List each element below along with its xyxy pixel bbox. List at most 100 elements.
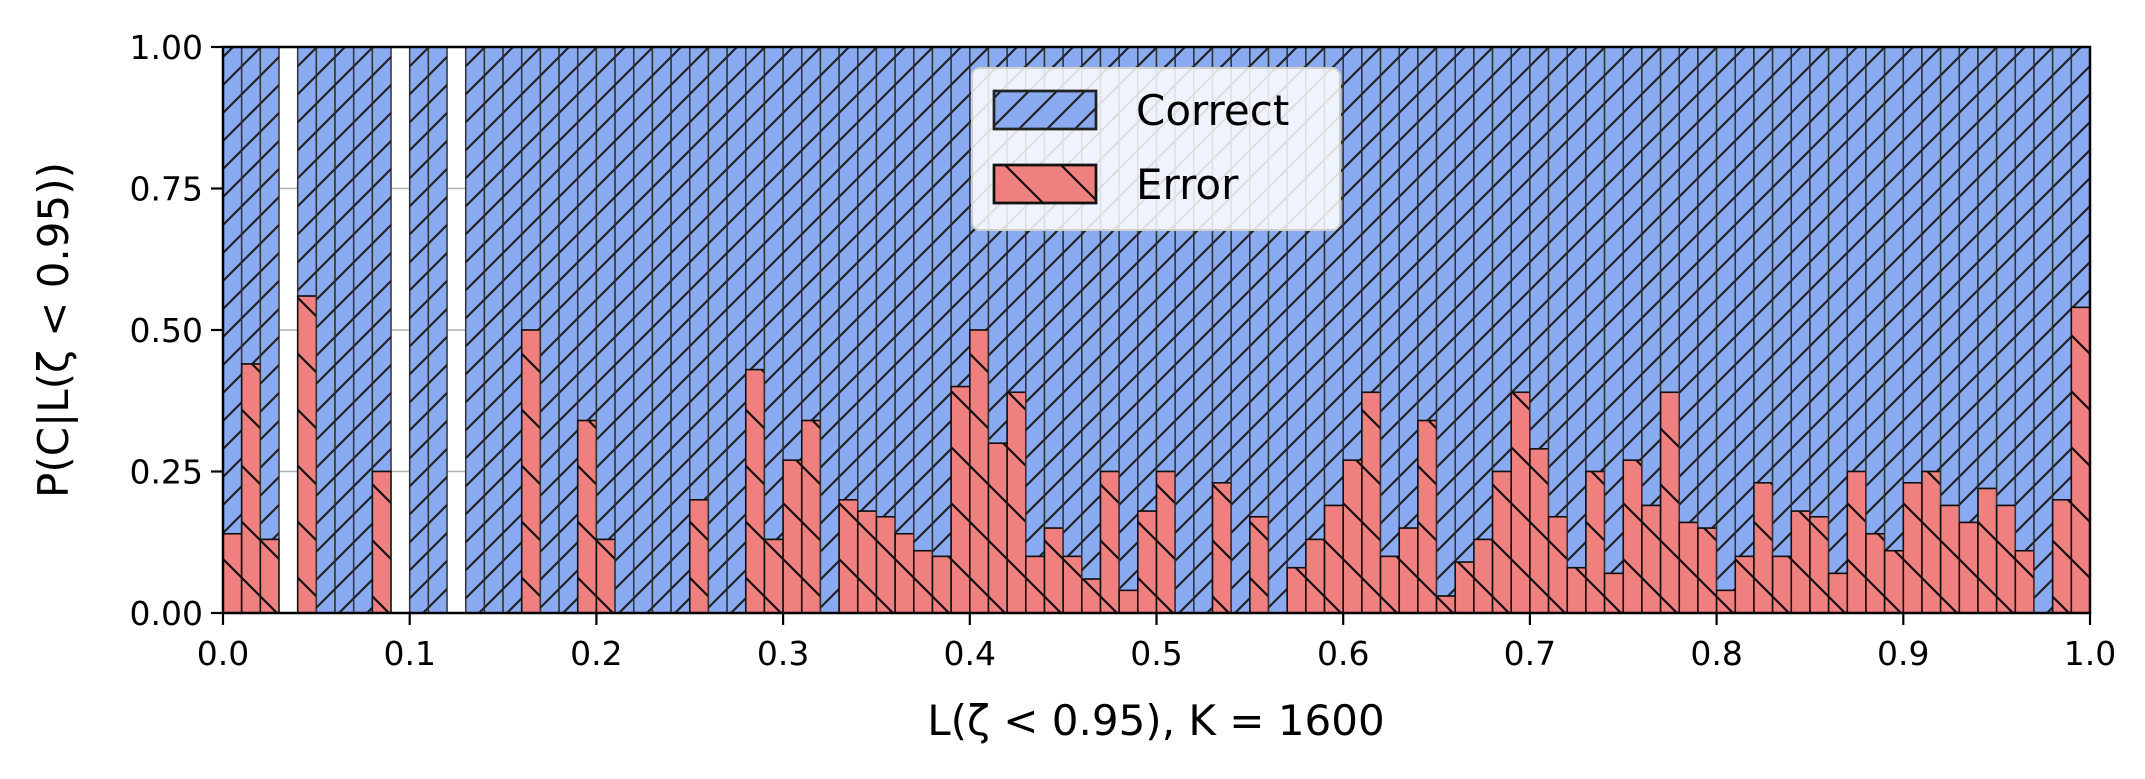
bar-error-hatch-72	[1567, 567, 1586, 613]
x-tick-label-6: 0.6	[1317, 634, 1369, 673]
bar-error-hatch-35	[876, 516, 896, 613]
bar-correct-hatch-22	[633, 47, 653, 613]
bar-correct-hatch-82	[1753, 47, 1773, 483]
bar-correct-hatch-70	[1529, 47, 1549, 449]
bar-correct-hatch-69	[1511, 47, 1530, 393]
bar-correct-hatch-37	[913, 47, 933, 551]
bar-correct-hatch-65	[1436, 47, 1456, 597]
bar-error-hatch-84	[1791, 511, 1810, 613]
bar-correct-hatch-21	[615, 47, 634, 613]
x-tick-label-8: 0.8	[1690, 634, 1742, 673]
bar-error-hatch-80	[1716, 590, 1736, 613]
bar-correct-hatch-89	[1884, 47, 1904, 551]
bar-correct-hatch-84	[1791, 47, 1810, 512]
bar-correct-hatch-92	[1940, 47, 1960, 506]
bar-correct-hatch-8	[372, 47, 392, 472]
bar-error-hatch-74	[1604, 573, 1624, 613]
x-tick-label-2: 0.2	[570, 634, 622, 673]
y-axis-label: P(C|L(ζ < 0.95))	[29, 162, 78, 498]
bar-correct-hatch-67	[1473, 47, 1493, 540]
bar-correct-hatch-33	[839, 47, 858, 500]
bar-error-hatch-8	[372, 471, 392, 613]
x-tick-label-5: 0.5	[1130, 634, 1182, 673]
x-axis-label: L(ζ < 0.95), K = 1600	[927, 696, 1384, 745]
bar-error-hatch-55	[1249, 516, 1269, 613]
bar-correct-hatch-36	[895, 47, 914, 534]
bar-error-hatch-59	[1324, 505, 1344, 613]
bar-correct-hatch-81	[1735, 47, 1754, 557]
bar-error-hatch-31	[801, 420, 821, 613]
bar-correct-hatch-4	[297, 47, 317, 297]
bar-error-hatch-48	[1119, 590, 1138, 613]
bar-correct-hatch-83	[1772, 47, 1792, 557]
bar-correct-hatch-79	[1697, 47, 1717, 529]
y-tick-label-4: 1.00	[130, 28, 203, 67]
bar-error-hatch-42	[1007, 392, 1026, 613]
bar-correct-hatch-74	[1604, 47, 1624, 574]
bar-error-hatch-2	[260, 539, 280, 613]
bar-error-hatch-91	[1921, 471, 1941, 613]
bar-correct-hatch-76	[1641, 47, 1661, 506]
bar-correct-hatch-15	[503, 47, 522, 613]
bar-error-hatch-19	[577, 420, 597, 613]
bar-correct-hatch-19	[577, 47, 597, 421]
bar-correct-hatch-60	[1343, 47, 1362, 461]
bar-correct-hatch-90	[1903, 47, 1922, 483]
bar-error-hatch-30	[783, 460, 802, 613]
bar-correct-hatch-24	[671, 47, 690, 613]
bar-correct-hatch-38	[932, 47, 952, 557]
y-tick-label-3: 0.75	[130, 170, 203, 209]
bar-error-hatch-69	[1511, 392, 1530, 613]
bar-error-hatch-94	[1977, 488, 1997, 613]
bar-error-hatch-98	[2052, 499, 2072, 613]
bar-error-hatch-83	[1772, 556, 1792, 613]
bar-error-hatch-90	[1903, 482, 1922, 613]
bar-correct-hatch-5	[316, 47, 336, 613]
bar-correct-hatch-34	[857, 47, 877, 512]
bar-error-hatch-20	[596, 539, 616, 613]
bar-correct-hatch-18	[559, 47, 578, 613]
bar-correct-hatch-32	[820, 47, 840, 613]
bar-correct-hatch-97	[2033, 47, 2053, 613]
bar-correct-hatch-17	[540, 47, 560, 613]
bar-error-hatch-65	[1436, 596, 1456, 613]
bar-correct-hatch-1	[241, 47, 261, 364]
legend-hatch-error	[992, 163, 1098, 205]
bar-error-hatch-44	[1044, 528, 1064, 613]
bar-correct-hatch-78	[1679, 47, 1698, 523]
bar-correct-hatch-2	[260, 47, 280, 540]
bar-correct-hatch-13	[465, 47, 485, 613]
bar-error-hatch-86	[1828, 573, 1848, 613]
bar-error-hatch-70	[1529, 448, 1549, 613]
bar-error-hatch-39	[951, 386, 970, 613]
bar-correct-hatch-62	[1380, 47, 1400, 557]
bar-correct-hatch-0	[223, 47, 242, 534]
bar-correct-hatch-6	[335, 47, 354, 613]
bar-error-hatch-50	[1156, 471, 1176, 613]
bar-correct-hatch-16	[521, 47, 541, 330]
bar-correct-hatch-77	[1660, 47, 1680, 393]
bar-correct-hatch-23	[652, 47, 672, 613]
bar-error-hatch-78	[1679, 522, 1698, 613]
bar-error-hatch-61	[1361, 392, 1381, 613]
bar-correct-hatch-35	[876, 47, 896, 517]
bar-error-hatch-82	[1753, 482, 1773, 613]
bar-error-hatch-79	[1697, 528, 1717, 613]
y-tick-label-1: 0.25	[130, 453, 203, 492]
bar-correct-hatch-94	[1977, 47, 1997, 489]
y-tick-label-2: 0.50	[130, 311, 203, 350]
bar-correct-hatch-27	[727, 47, 746, 613]
bar-correct-hatch-68	[1492, 47, 1512, 472]
bar-error-hatch-33	[839, 499, 858, 613]
bar-correct-hatch-63	[1399, 47, 1418, 529]
bar-correct-hatch-7	[353, 47, 373, 613]
bar-error-hatch-88	[1865, 533, 1885, 613]
legend-hatch-correct	[992, 89, 1098, 131]
x-tick-label-4: 0.4	[944, 634, 996, 673]
bar-correct-hatch-73	[1585, 47, 1605, 472]
bar-correct-hatch-93	[1959, 47, 1978, 523]
bar-error-hatch-0	[223, 533, 242, 613]
bar-correct-hatch-14	[484, 47, 504, 613]
bar-error-hatch-28	[745, 369, 765, 613]
